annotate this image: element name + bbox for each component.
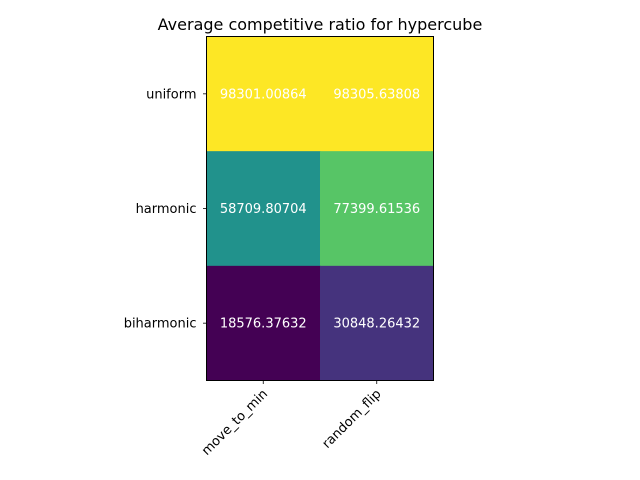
y-tick-label: biharmonic: [124, 317, 197, 332]
heatmap-cell-value: 30848.26432: [333, 317, 420, 332]
y-axis: uniform harmonic biharmonic: [124, 87, 207, 332]
heatmap-cell: [206, 36, 321, 152]
chart-title: Average competitive ratio for hypercube: [158, 15, 483, 34]
x-axis: move_to_min random_flip: [199, 380, 385, 459]
heatmap-cell: [320, 151, 434, 267]
heatmap-cell-value: 18576.37632: [220, 317, 307, 332]
y-tick-label: harmonic: [136, 202, 197, 217]
heatmap-cell: [206, 151, 321, 267]
heatmap-cell: [320, 265, 434, 381]
heatmap-cell-value: 98305.63808: [333, 87, 420, 102]
heatmap-cell: [320, 36, 434, 152]
heatmap-cell-labels: 98301.00864 98305.63808 58709.80704 77399.6…: [220, 87, 420, 331]
plot-frame: [206, 36, 434, 381]
y-tick-label: uniform: [146, 87, 196, 102]
heatmap-cell-value: 98301.00864: [220, 87, 307, 102]
heatmap-cell-value: 77399.61536: [333, 202, 420, 217]
x-tick-label: move_to_min: [199, 387, 271, 459]
heatmap-cell-value: 58709.80704: [220, 202, 307, 217]
x-tick-label: random_flip: [320, 387, 385, 452]
heatmap-cells: [206, 36, 434, 381]
heatmap-cell: [206, 265, 321, 381]
